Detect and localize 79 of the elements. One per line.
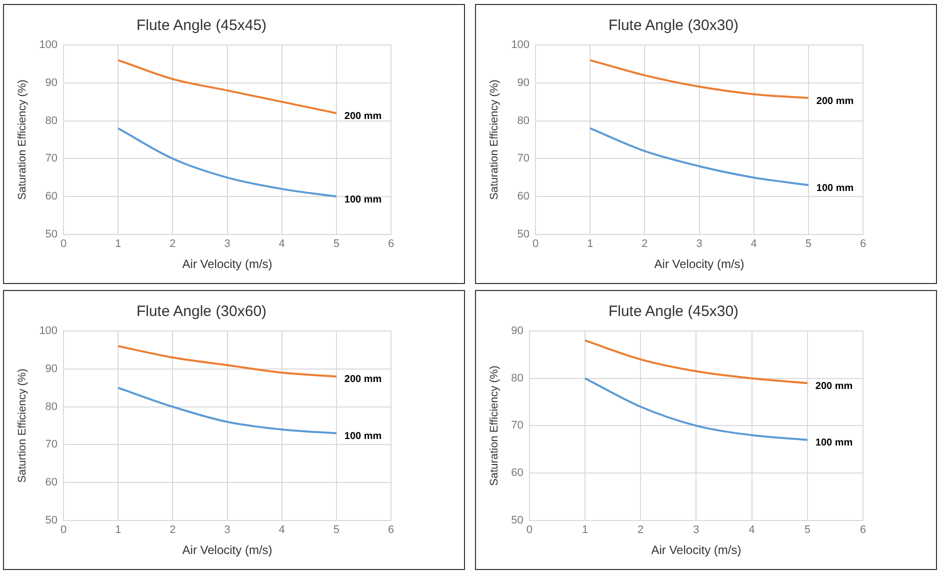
x-tick-label: 5	[804, 524, 810, 536]
x-tick-label: 6	[860, 238, 866, 250]
x-tick-label: 5	[805, 238, 812, 250]
x-tick-label: 4	[278, 238, 285, 250]
line-series	[584, 377, 808, 441]
series-label: 100 mm	[816, 182, 854, 194]
y-tick-label: 100	[39, 39, 58, 52]
chart-title: Flute Angle (45x30)	[608, 303, 739, 320]
x-axis-title: Air Velocity (m/s)	[654, 257, 744, 272]
y-axis-title: Saturation Efficiency (%)	[488, 80, 501, 200]
y-tick-label: 80	[517, 114, 530, 127]
line-series	[584, 339, 808, 384]
x-tick-label: 1	[115, 238, 122, 250]
series-label: 200 mm	[815, 380, 853, 392]
y-tick-label: 60	[45, 190, 58, 203]
series-label: 100 mm	[344, 194, 382, 206]
y-tick-label: 60	[511, 467, 524, 480]
x-tick-label: 2	[642, 238, 648, 250]
x-tick-label: 5	[333, 524, 340, 536]
line-series	[117, 59, 338, 114]
x-tick-label: 1	[582, 524, 588, 536]
y-tick-label: 80	[511, 372, 524, 384]
x-tick-label: 1	[587, 238, 594, 250]
y-tick-label: 90	[45, 362, 58, 375]
line-series	[117, 127, 338, 198]
x-tick-label: 4	[748, 524, 755, 536]
x-tick-label: 3	[224, 524, 230, 536]
line-series	[117, 386, 338, 434]
x-tick-label: 6	[388, 524, 394, 536]
y-axis-title: Saturtion Efficiency (%)	[16, 368, 29, 483]
x-tick-label: 5	[333, 238, 340, 250]
x-axis-title: Air Velocity (m/s)	[182, 257, 272, 272]
line-series	[589, 127, 810, 186]
x-axis-title: Air Velocity (m/s)	[651, 543, 742, 558]
x-tick-label: 0	[526, 524, 532, 536]
x-tick-label: 4	[750, 238, 757, 250]
x-axis-title: Air Velocity (m/s)	[182, 543, 272, 558]
y-tick-label: 100	[39, 325, 58, 338]
x-tick-label: 2	[170, 238, 176, 250]
x-tick-label: 4	[278, 524, 285, 536]
line-series	[589, 59, 810, 100]
x-tick-label: 0	[60, 524, 67, 536]
y-tick-label: 50	[511, 514, 524, 526]
y-tick-label: 90	[45, 76, 58, 89]
x-tick-label: 0	[532, 238, 539, 250]
x-tick-label: 2	[170, 524, 176, 536]
chart-title: Flute Angle (30x60)	[136, 303, 267, 320]
y-tick-label: 60	[45, 476, 58, 489]
chart-title: Flute Angle (30x30)	[608, 17, 739, 34]
y-tick-label: 70	[511, 420, 524, 432]
x-tick-label: 6	[860, 524, 866, 536]
chart-title: Flute Angle (45x45)	[136, 17, 267, 34]
series-label: 200 mm	[344, 110, 382, 122]
y-tick-label: 70	[517, 152, 530, 165]
series-label: 200 mm	[816, 96, 854, 107]
y-tick-label: 80	[45, 114, 58, 127]
y-tick-label: 70	[45, 152, 58, 165]
y-axis-title: Saturation Efficiency (%)	[16, 80, 29, 200]
series-label: 100 mm	[815, 438, 853, 449]
y-tick-label: 90	[511, 325, 524, 338]
x-tick-label: 2	[638, 524, 644, 536]
line-series	[117, 345, 338, 378]
x-tick-label: 3	[696, 238, 702, 250]
y-tick-label: 50	[45, 228, 58, 240]
x-tick-label: 0	[60, 238, 67, 250]
y-tick-label: 90	[517, 76, 530, 89]
y-tick-label: 50	[517, 228, 530, 240]
series-label: 200 mm	[344, 374, 382, 386]
series-label: 100 mm	[344, 431, 382, 442]
y-tick-label: 70	[45, 438, 58, 451]
x-tick-label: 6	[388, 238, 394, 250]
x-tick-label: 1	[115, 524, 122, 536]
y-axis-title: Saturation Efficiency (%)	[488, 366, 501, 486]
y-tick-label: 100	[511, 39, 530, 52]
x-tick-label: 3	[224, 238, 230, 250]
x-tick-label: 3	[693, 524, 700, 536]
y-tick-label: 80	[45, 400, 58, 413]
y-tick-label: 60	[517, 190, 530, 203]
y-tick-label: 50	[45, 514, 58, 526]
